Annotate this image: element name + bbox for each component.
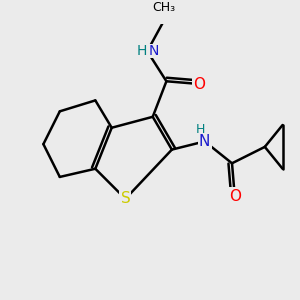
- Text: O: O: [229, 189, 241, 204]
- Text: N: N: [199, 134, 210, 149]
- Text: N: N: [148, 44, 159, 58]
- Text: H: H: [137, 44, 147, 58]
- Text: S: S: [121, 191, 130, 206]
- Text: CH₃: CH₃: [152, 1, 175, 14]
- Text: H: H: [196, 123, 205, 136]
- Text: O: O: [193, 76, 205, 92]
